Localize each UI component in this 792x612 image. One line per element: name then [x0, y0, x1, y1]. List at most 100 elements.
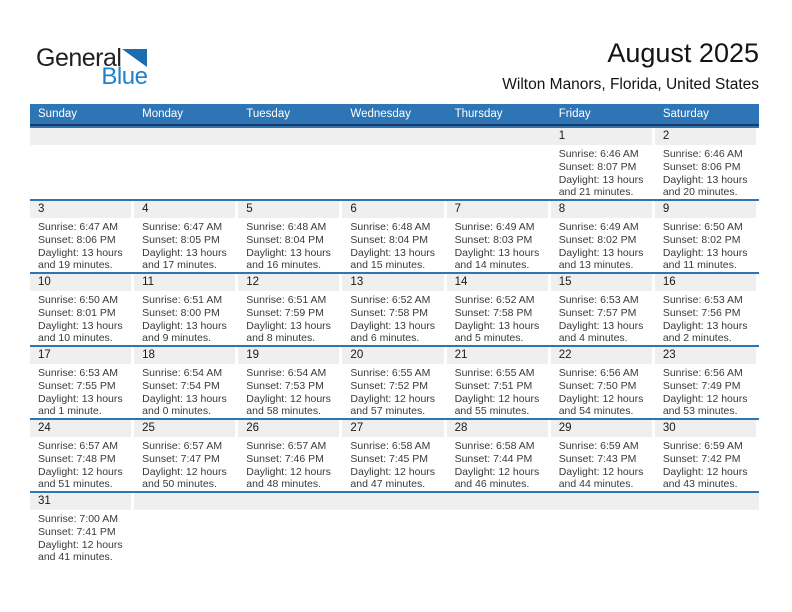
day-details: Sunrise: 7:00 AM Sunset: 7:41 PM Daylight:… [30, 510, 134, 564]
week-row-4: 17 Sunrise: 6:53 AM Sunset: 7:55 PM Dayligh… [30, 345, 759, 418]
day-number: 23 [654, 347, 759, 364]
weekday-tuesday: Tuesday [246, 108, 290, 120]
sunrise-line: Sunrise: 6:50 AM [662, 221, 743, 233]
sunrise-line: Sunrise: 6:54 AM [142, 367, 223, 379]
daylight-line-1: Daylight: 12 hours [662, 465, 748, 478]
daylight-line-1: Daylight: 12 hours [662, 392, 748, 405]
daylight-line-1: Daylight: 12 hours [350, 392, 436, 405]
empty-cell [238, 493, 343, 564]
sunrise-line: Sunrise: 6:55 AM [350, 367, 431, 379]
day-cell-20: 20 Sunrise: 6:55 AM Sunset: 7:52 PM Dayligh… [342, 347, 447, 418]
sunrise-line: Sunrise: 6:51 AM [246, 294, 327, 306]
empty-day-band [342, 128, 447, 145]
sunset-line: Sunset: 8:02 PM [662, 233, 741, 246]
sunrise-line: Sunrise: 6:54 AM [246, 367, 327, 379]
day-cell-3: 3 Sunrise: 6:47 AM Sunset: 8:06 PM Daylight… [30, 201, 135, 272]
day-number: 20 [342, 347, 447, 364]
day-cell-19: 19 Sunrise: 6:54 AM Sunset: 7:53 PM Dayligh… [238, 347, 343, 418]
day-cell-8: 8 Sunrise: 6:49 AM Sunset: 8:02 PM Daylight… [550, 201, 655, 272]
sunrise-line: Sunrise: 6:49 AM [454, 221, 535, 233]
daylight-line-2: and 16 minutes. [246, 259, 321, 272]
day-cell-22: 22 Sunrise: 6:56 AM Sunset: 7:50 PM Dayligh… [550, 347, 655, 418]
empty-cell [30, 128, 135, 199]
sunset-line: Sunset: 8:00 PM [142, 306, 220, 319]
daylight-line-2: and 13 minutes. [558, 259, 634, 272]
daylight-line-1: Daylight: 12 hours [558, 392, 644, 405]
weekday-monday: Monday [142, 108, 184, 120]
day-number: 15 [550, 274, 655, 291]
daylight-line-2: and 0 minutes. [142, 405, 212, 418]
empty-day-band [342, 493, 447, 510]
sunset-line: Sunset: 7:53 PM [246, 379, 324, 392]
daylight-line-2: and 53 minutes. [662, 405, 738, 418]
sunset-line: Sunset: 8:04 PM [246, 233, 324, 246]
daylight-line-1: Daylight: 13 hours [558, 173, 644, 186]
daylight-line-1: Daylight: 12 hours [142, 465, 227, 478]
day-details: Sunrise: 6:46 AM Sunset: 8:07 PM Daylight:… [551, 145, 655, 199]
daylight-line-1: Daylight: 12 hours [38, 465, 123, 478]
sunset-line: Sunset: 7:43 PM [558, 452, 637, 465]
day-number: 8 [550, 201, 655, 218]
day-details: Sunrise: 6:57 AM Sunset: 7:47 PM Daylight:… [134, 437, 238, 491]
daylight-line-2: and 51 minutes. [38, 478, 113, 491]
sunset-line: Sunset: 7:47 PM [142, 452, 220, 465]
daylight-line-1: Daylight: 13 hours [142, 246, 227, 259]
calendar: Sunday Monday Tuesday Wednesday Thursday… [30, 104, 759, 564]
sunrise-line: Sunrise: 6:51 AM [142, 294, 223, 306]
day-details: Sunrise: 6:58 AM Sunset: 7:45 PM Daylight:… [342, 437, 446, 491]
day-cell-25: 25 Sunrise: 6:57 AM Sunset: 7:47 PM Dayligh… [134, 420, 239, 491]
sunset-line: Sunset: 7:45 PM [350, 452, 429, 465]
day-cell-14: 14 Sunrise: 6:52 AM Sunset: 7:58 PM Dayligh… [446, 274, 551, 345]
daylight-line-2: and 58 minutes. [246, 405, 321, 418]
sunrise-line: Sunrise: 6:57 AM [142, 440, 223, 452]
daylight-line-1: Daylight: 13 hours [142, 392, 227, 405]
sunrise-line: Sunrise: 6:59 AM [558, 440, 639, 452]
day-cell-24: 24 Sunrise: 6:57 AM Sunset: 7:48 PM Dayligh… [30, 420, 135, 491]
day-number: 27 [342, 420, 447, 437]
day-number: 1 [550, 128, 655, 145]
daylight-line-1: Daylight: 13 hours [454, 319, 540, 332]
day-details: Sunrise: 6:50 AM Sunset: 8:02 PM Daylight:… [655, 218, 759, 272]
day-details: Sunrise: 6:49 AM Sunset: 8:02 PM Daylight:… [551, 218, 655, 272]
sunset-line: Sunset: 8:05 PM [142, 233, 220, 246]
sunrise-line: Sunrise: 6:59 AM [662, 440, 743, 452]
daylight-line-2: and 5 minutes. [454, 332, 524, 345]
sunrise-line: Sunrise: 6:50 AM [38, 294, 118, 306]
daylight-line-2: and 47 minutes. [350, 478, 426, 491]
title-block: August 2025 Wilton Manors, Florida, Unit… [502, 38, 759, 94]
sunset-line: Sunset: 7:57 PM [558, 306, 637, 319]
sunset-line: Sunset: 7:46 PM [246, 452, 324, 465]
day-number: 7 [446, 201, 551, 218]
daylight-line-2: and 48 minutes. [246, 478, 321, 491]
daylight-line-2: and 50 minutes. [142, 478, 217, 491]
daylight-line-2: and 6 minutes. [350, 332, 420, 345]
sunset-line: Sunset: 7:42 PM [662, 452, 741, 465]
sunset-line: Sunset: 7:48 PM [38, 452, 116, 465]
sunset-line: Sunset: 7:55 PM [38, 379, 116, 392]
weekday-sunday: Sunday [38, 108, 78, 120]
sunrise-line: Sunrise: 6:47 AM [38, 221, 118, 233]
logo-general-text: General [36, 44, 122, 72]
day-cell-1: 1 Sunrise: 6:46 AM Sunset: 8:07 PM Daylight… [550, 128, 655, 199]
day-cell-9: 9 Sunrise: 6:50 AM Sunset: 8:02 PM Daylight… [654, 201, 759, 272]
sunrise-line: Sunrise: 6:48 AM [350, 221, 431, 233]
day-cell-13: 13 Sunrise: 6:52 AM Sunset: 7:58 PM Dayligh… [342, 274, 447, 345]
day-details: Sunrise: 6:54 AM Sunset: 7:54 PM Daylight:… [134, 364, 238, 418]
weekday-wednesday: Wednesday [350, 108, 411, 120]
daylight-line-1: Daylight: 13 hours [454, 246, 540, 259]
calendar-grid: 1 Sunrise: 6:46 AM Sunset: 8:07 PM Daylight… [30, 126, 759, 564]
sunset-line: Sunset: 7:52 PM [350, 379, 429, 392]
day-details: Sunrise: 6:58 AM Sunset: 7:44 PM Daylight:… [447, 437, 551, 491]
daylight-line-1: Daylight: 13 hours [662, 319, 748, 332]
sunrise-line: Sunrise: 6:46 AM [662, 148, 743, 160]
day-number: 6 [342, 201, 447, 218]
week-row-6: 31 Sunrise: 7:00 AM Sunset: 7:41 PM Dayligh… [30, 491, 759, 564]
day-details: Sunrise: 6:53 AM Sunset: 7:56 PM Daylight:… [655, 291, 759, 345]
day-number: 25 [134, 420, 239, 437]
day-details: Sunrise: 6:57 AM Sunset: 7:48 PM Daylight:… [30, 437, 134, 491]
day-details: Sunrise: 6:51 AM Sunset: 7:59 PM Daylight:… [238, 291, 342, 345]
day-number: 30 [654, 420, 759, 437]
daylight-line-1: Daylight: 13 hours [350, 246, 436, 259]
daylight-line-1: Daylight: 12 hours [454, 465, 540, 478]
